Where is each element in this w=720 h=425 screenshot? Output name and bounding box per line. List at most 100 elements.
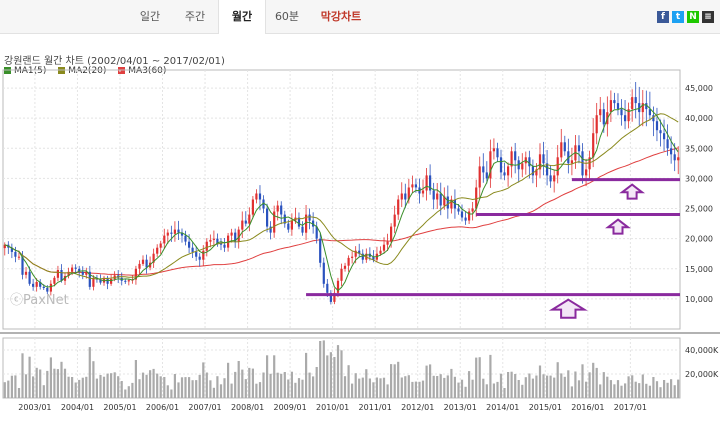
paxnet-watermark: ⓒPaxNet [10, 293, 69, 308]
candle-body [645, 103, 648, 110]
volume-bar [205, 372, 208, 398]
candle-body [184, 235, 187, 242]
candle-body [354, 250, 357, 257]
y-tick-label: 15,000 [685, 265, 713, 274]
candle-body [655, 121, 659, 131]
volume-tick-label: 20,000K [685, 370, 719, 379]
volume-bar [244, 379, 247, 398]
candle-body [613, 100, 616, 104]
candle-body [49, 283, 52, 292]
tab-daily[interactable]: 일간 [139, 10, 161, 23]
volume-bar [212, 387, 215, 398]
volume-bar [117, 376, 120, 398]
ma2-line [4, 113, 679, 280]
x-tick-label: 2015/01 [529, 403, 562, 412]
candle-body [312, 220, 315, 227]
volume-bar [110, 373, 113, 398]
candle-body [450, 199, 453, 209]
volume-bar [145, 374, 148, 398]
candle-body [361, 253, 364, 260]
volume-bar [24, 374, 28, 398]
volume-bar [567, 370, 570, 398]
tab-power-chart[interactable]: 막강차트 [320, 10, 362, 23]
candle-body [21, 256, 24, 275]
volume-bar [329, 352, 332, 398]
candle-body [42, 286, 45, 288]
candle-body [46, 288, 49, 292]
candle-body [212, 238, 215, 240]
volume-bar [297, 378, 301, 398]
candle-body [609, 100, 612, 113]
volume-bar [471, 379, 474, 398]
volume-bar [549, 375, 552, 398]
twitter-icon[interactable]: t [672, 11, 684, 23]
ma3-line [4, 147, 679, 276]
x-tick-label: 2016/01 [571, 403, 604, 412]
volume-bar [393, 364, 396, 398]
candle-body [326, 283, 329, 293]
volume-bar [49, 357, 52, 398]
share-icon[interactable]: ≡ [702, 11, 714, 23]
candle-body [195, 251, 198, 257]
volume-bar [358, 378, 361, 398]
volume-bar [39, 369, 42, 398]
candle-body [652, 115, 655, 122]
volume-bar [46, 370, 49, 398]
candle-body [464, 217, 467, 221]
volume-bar [655, 381, 659, 398]
candle-body [627, 109, 630, 122]
candle-body [641, 103, 644, 113]
candle-body [322, 262, 325, 284]
legend-label-ma2: MA2(20) [68, 66, 107, 76]
tab-weekly[interactable]: 주간 [184, 10, 206, 23]
volume-bar [659, 387, 662, 398]
volume-bar [535, 375, 538, 398]
volume-bar [432, 375, 435, 398]
candle-body [634, 97, 637, 104]
candle-body [393, 214, 396, 227]
volume-tick-label: 40,000K [685, 346, 719, 355]
volume-bar [312, 376, 315, 398]
candle-body [92, 277, 95, 287]
candle-body [446, 196, 449, 209]
candle-body [624, 115, 627, 122]
candle-body [60, 270, 63, 281]
x-tick-label: 2017/01 [614, 403, 647, 412]
volume-bar [553, 377, 556, 398]
candle-body [39, 282, 42, 287]
candle-body [28, 271, 31, 284]
candle-body [156, 247, 159, 254]
y-tick-label: 30,000 [685, 174, 713, 183]
tab-60min[interactable]: 60분 [274, 10, 300, 23]
volume-bar [56, 369, 59, 398]
candle-body [475, 187, 478, 209]
candle-body [616, 103, 620, 110]
volume-bar [273, 355, 276, 398]
volume-bar [92, 361, 95, 398]
candle-body [127, 280, 130, 282]
volume-bar [354, 373, 357, 398]
volume-bar [95, 378, 98, 398]
price-panel-frame [2, 69, 681, 330]
volume-bar [418, 381, 421, 398]
volume-bar [188, 377, 191, 398]
volume-bar [283, 372, 286, 398]
volume-bar [492, 383, 495, 398]
naver-icon[interactable]: N [687, 11, 699, 23]
candle-body [145, 259, 148, 268]
volume-bar [319, 341, 322, 398]
y-tick-label: 45,000 [685, 84, 713, 93]
volume-bar [191, 380, 194, 398]
volume-bar [127, 386, 130, 398]
candle-body [620, 109, 623, 116]
facebook-icon[interactable]: f [657, 11, 669, 23]
tab-monthly[interactable]: 월간 [218, 0, 266, 34]
candle-body [81, 271, 84, 275]
volume-bar [138, 379, 141, 398]
y-tick-label: 35,000 [685, 144, 713, 153]
grid [0, 69, 720, 399]
ma-layer [4, 104, 679, 292]
volume-bar [666, 382, 669, 398]
volume-bar [343, 376, 347, 398]
up-arrow-icon [605, 218, 631, 235]
